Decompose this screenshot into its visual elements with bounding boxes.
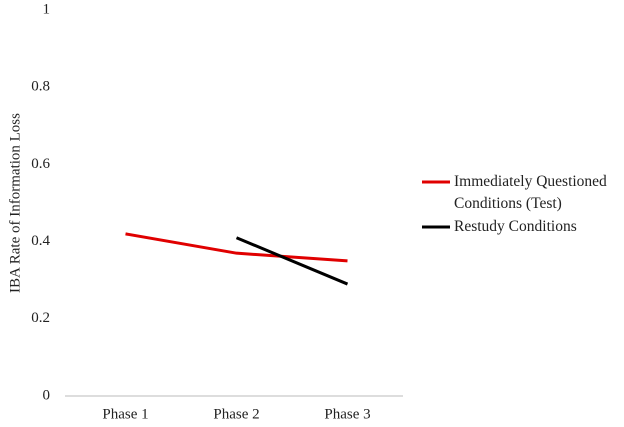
y-tick-label: 0.8	[31, 79, 50, 95]
series-line	[235, 236, 349, 286]
y-tick-label: 0.4	[31, 233, 50, 249]
series-line	[125, 232, 348, 263]
x-tick-label: Phase 2	[213, 406, 259, 422]
legend-label: Restudy Conditions	[454, 218, 577, 235]
y-tick-label: 1	[43, 1, 51, 17]
x-tick-label: Phase 1	[102, 406, 148, 422]
y-tick-label: 0.2	[31, 310, 50, 326]
x-tick-label: Phase 3	[324, 406, 370, 422]
y-axis-label: IBA Rate of Information Loss	[7, 113, 23, 293]
legend-label: Immediately Questioned Conditions (Test)	[454, 173, 607, 212]
y-tick-label: 0	[43, 387, 51, 403]
y-tick-label: 0.6	[31, 156, 50, 172]
